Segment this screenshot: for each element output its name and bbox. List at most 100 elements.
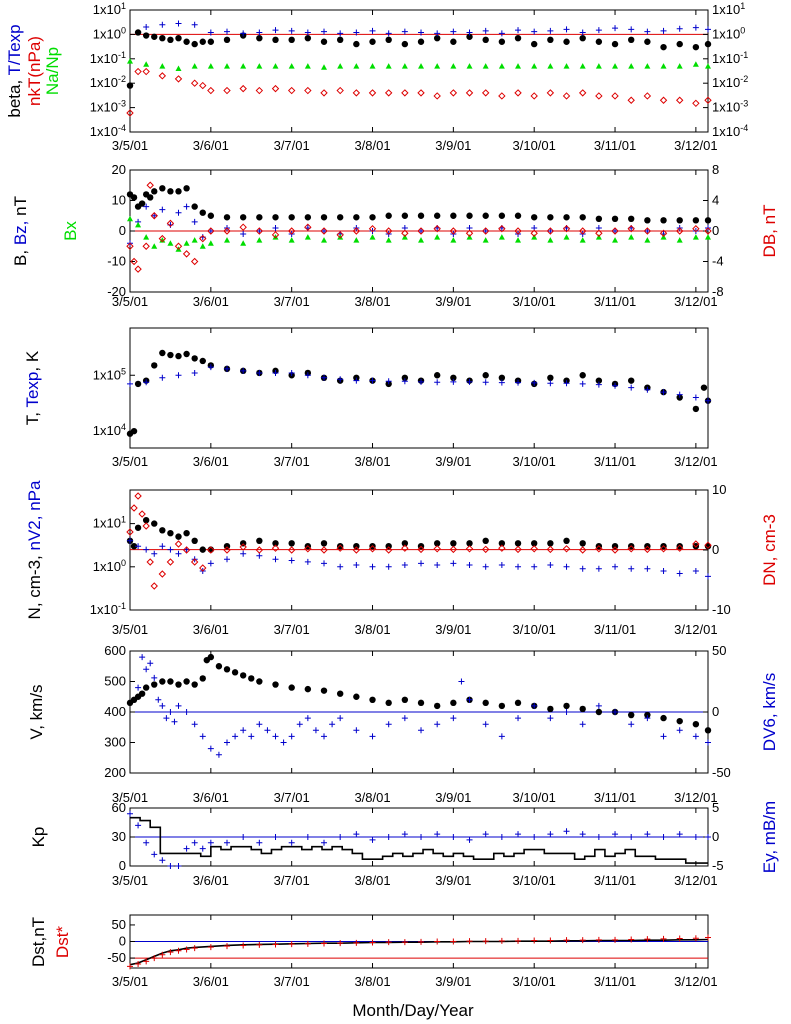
data-point — [498, 834, 505, 840]
panel-p4: 3/5/01 3/6/01 3/7/01 3/8/01 3/9/01 3/10/01 3/1… — [25, 480, 779, 637]
data-point — [612, 382, 619, 389]
data-point — [369, 733, 376, 740]
data-point — [215, 663, 223, 670]
data-point — [159, 185, 166, 192]
data-point — [175, 352, 182, 360]
data-point — [304, 63, 311, 69]
data-point — [255, 546, 264, 554]
data-point — [369, 696, 376, 703]
data-point — [368, 545, 377, 553]
data-point — [256, 369, 263, 376]
data-point — [612, 228, 619, 234]
data-point — [288, 684, 295, 691]
data-point — [321, 374, 328, 381]
data-point — [498, 702, 506, 710]
data-point — [401, 374, 409, 382]
data-point — [199, 845, 206, 852]
data-point — [272, 214, 279, 221]
data-point — [498, 544, 506, 552]
data-point — [199, 675, 206, 682]
data-point — [134, 492, 142, 500]
data-point — [547, 214, 554, 221]
data-point — [692, 61, 699, 67]
data-point — [692, 24, 699, 31]
data-point — [547, 715, 554, 722]
data-point — [171, 718, 178, 725]
data-point — [417, 89, 425, 97]
data-point — [498, 63, 505, 69]
x-tick-label: 3/10/01 — [513, 294, 556, 309]
data-point — [239, 543, 247, 551]
data-point — [255, 227, 264, 235]
data-point — [547, 831, 554, 838]
y-tick-label: 600 — [104, 643, 126, 658]
data-point — [644, 217, 651, 224]
data-point — [191, 40, 198, 48]
data-point — [231, 669, 239, 676]
data-point — [385, 378, 392, 385]
y-axis-label-2: nkT(nPa) — [25, 36, 44, 106]
data-point — [562, 225, 571, 233]
data-point — [417, 227, 425, 235]
data-point — [182, 250, 191, 258]
data-point — [627, 545, 635, 553]
data-point — [612, 25, 619, 32]
x-tick-label: 3/12/01 — [674, 974, 717, 989]
y2-axis-label: DV6, km/s — [760, 673, 779, 751]
data-point — [329, 721, 336, 728]
data-point — [704, 227, 712, 235]
data-point — [207, 560, 214, 567]
data-point — [175, 34, 182, 42]
data-point — [167, 240, 174, 246]
data-point — [466, 938, 473, 945]
data-point — [385, 699, 392, 707]
y2-tick-label: 0 — [712, 542, 719, 557]
data-point — [135, 961, 142, 968]
data-point — [531, 63, 538, 69]
data-point — [612, 63, 619, 69]
data-point — [563, 937, 570, 944]
data-point — [287, 546, 296, 554]
data-point — [353, 939, 360, 946]
data-point — [514, 34, 522, 42]
data-point — [304, 214, 312, 221]
data-point — [482, 63, 489, 69]
data-point — [167, 546, 174, 553]
x-tick-label: 3/11/01 — [594, 622, 636, 637]
data-point — [224, 28, 231, 35]
y-tick-label: 60 — [112, 800, 126, 815]
data-point — [563, 702, 570, 710]
data-point — [612, 709, 619, 715]
data-point — [465, 89, 474, 97]
data-point — [183, 678, 190, 685]
y-tick-label: 300 — [104, 735, 126, 750]
data-point — [191, 237, 198, 243]
data-point — [288, 369, 295, 376]
data-point — [163, 715, 170, 722]
data-point — [151, 550, 158, 557]
data-point — [385, 30, 392, 37]
data-point — [498, 234, 505, 240]
data-point — [692, 721, 700, 728]
data-point — [159, 951, 166, 958]
data-point — [418, 560, 425, 567]
data-point — [353, 63, 360, 69]
data-point — [167, 529, 174, 537]
x-tick-label: 3/5/01 — [112, 873, 148, 888]
data-point — [418, 228, 425, 234]
data-point — [434, 721, 441, 728]
x-tick-label: 3/11/01 — [594, 138, 636, 153]
x-tick-label: 3/7/01 — [274, 294, 310, 309]
data-point — [433, 702, 441, 710]
data-point — [704, 217, 712, 224]
data-point — [138, 690, 146, 697]
data-point — [139, 654, 146, 661]
data-point — [240, 367, 247, 374]
data-point — [498, 92, 506, 100]
data-point — [142, 516, 150, 524]
data-point — [644, 38, 651, 45]
data-point — [240, 834, 247, 840]
data-point — [579, 565, 586, 572]
data-point — [692, 43, 700, 51]
data-point — [256, 552, 263, 559]
